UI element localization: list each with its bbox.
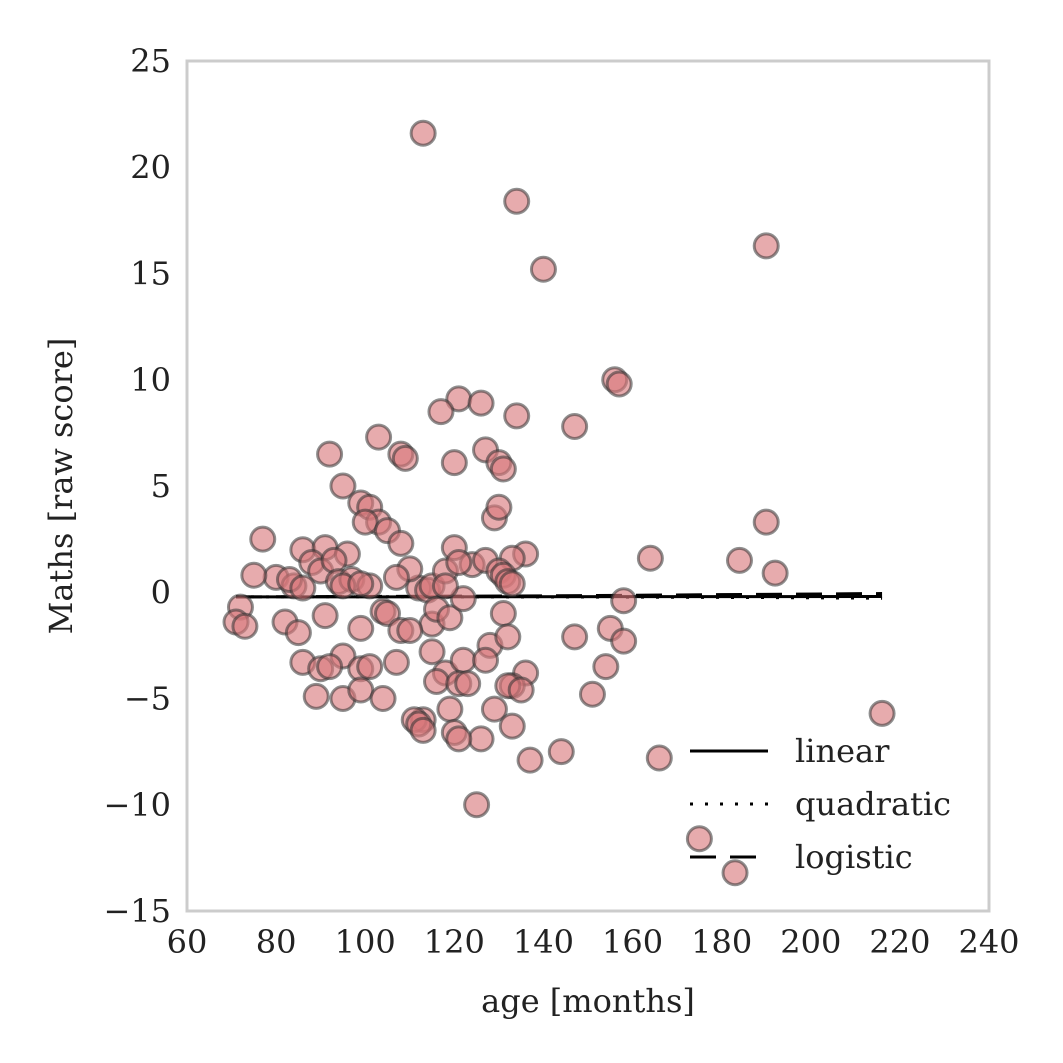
- scatter-point: [351, 508, 379, 536]
- scatter-point: [547, 738, 575, 766]
- legend-label-logistic: logistic: [795, 838, 913, 876]
- scatter-point: [436, 604, 464, 632]
- scatter-point: [529, 255, 557, 283]
- scatter-point: [498, 712, 526, 740]
- x-axis-ticks: 60 80 100 120 140 160 180 200 220 240: [167, 923, 1020, 961]
- scatter-point: [423, 668, 451, 695]
- scatter-point: [382, 648, 410, 676]
- scatter-point: [721, 859, 749, 887]
- scatter-point: [725, 546, 753, 574]
- y-tick-label: 15: [130, 255, 171, 293]
- scatter-point: [485, 493, 513, 521]
- scatter-point: [347, 676, 375, 704]
- scatter-point: [289, 574, 317, 602]
- y-tick-label: 0: [151, 573, 171, 611]
- scatter-point: [578, 680, 606, 708]
- scatter-point: [503, 402, 531, 430]
- scatter-point: [605, 370, 633, 398]
- scatter-point: [561, 623, 589, 651]
- scatter-point: [507, 676, 535, 704]
- scatter-point: [463, 791, 491, 819]
- scatter-point: [409, 716, 437, 744]
- scatter-point: [503, 187, 531, 215]
- y-tick-label: 10: [130, 361, 171, 399]
- y-tick-label: 25: [130, 42, 171, 80]
- scatter-point: [436, 695, 464, 723]
- scatter-point: [445, 725, 473, 753]
- plot-frame: [185, 59, 991, 913]
- scatter-point: [440, 449, 468, 477]
- y-tick-label: −10: [103, 786, 171, 824]
- scatter-point: [454, 670, 482, 698]
- legend-label-quadratic: quadratic: [795, 785, 951, 823]
- scatter-point: [365, 423, 393, 451]
- x-tick-label: 100: [335, 923, 396, 961]
- scatter-point: [868, 699, 896, 727]
- scatter-point: [761, 559, 789, 587]
- x-tick-label: 120: [424, 923, 485, 961]
- scatter-point: [592, 653, 620, 681]
- scatter-point: [391, 444, 419, 472]
- x-tick-label: 220: [869, 923, 930, 961]
- scatter-point: [498, 570, 526, 598]
- scatter-point: [645, 744, 673, 772]
- scatter-point: [316, 440, 344, 468]
- scatter-point: [610, 627, 638, 655]
- scatter-point: [302, 682, 330, 710]
- scatter-point: [329, 472, 357, 500]
- scatter-point: [284, 619, 312, 647]
- x-tick-label: 180: [691, 923, 752, 961]
- scatter-point: [409, 119, 437, 147]
- scatter-point: [494, 623, 522, 651]
- x-tick-label: 140: [513, 923, 574, 961]
- scatter-point: [685, 825, 713, 853]
- y-tick-label: 5: [151, 467, 171, 505]
- scatter-point: [489, 600, 517, 627]
- scatter-point: [396, 617, 424, 644]
- scatter-point: [356, 653, 384, 681]
- scatter-point: [489, 455, 517, 483]
- scatter-point: [516, 746, 544, 774]
- x-tick-label: 60: [167, 923, 208, 961]
- scatter-point: [480, 695, 508, 723]
- scatter-point: [467, 389, 495, 417]
- scatter-point: [449, 646, 477, 674]
- scatter-point: [467, 725, 495, 753]
- scatter-point: [472, 646, 500, 674]
- y-axis-ticks: −15 −10 −5 0 5 10 15 20 25: [103, 42, 171, 930]
- y-tick-label: 20: [130, 148, 171, 186]
- scatter-point: [752, 508, 780, 536]
- x-tick-label: 240: [958, 923, 1019, 961]
- scatter-point: [369, 685, 397, 712]
- scatter-point: [347, 614, 375, 642]
- y-tick-label: −5: [124, 680, 171, 718]
- data-points: [222, 119, 896, 887]
- scatter-point: [418, 638, 446, 666]
- scatter-point: [231, 612, 259, 640]
- scatter-point: [311, 602, 339, 630]
- scatter-point: [610, 587, 638, 615]
- legend: linear quadratic logistic: [690, 732, 951, 876]
- x-tick-label: 160: [602, 923, 663, 961]
- scatter-point: [431, 572, 459, 600]
- scatter-point: [561, 413, 589, 440]
- scatter-point: [249, 525, 277, 553]
- x-tick-label: 80: [256, 923, 297, 961]
- x-tick-label: 200: [780, 923, 841, 961]
- scatter-point: [427, 398, 455, 426]
- y-axis-label: Maths [raw score]: [42, 338, 80, 635]
- scatter-point: [382, 563, 410, 591]
- y-tick-label: −15: [103, 892, 171, 930]
- scatter-point: [449, 585, 477, 613]
- scatter-point: [636, 544, 664, 572]
- scatter-point: [316, 653, 344, 681]
- scatter-point: [240, 561, 268, 589]
- scatter-point: [445, 549, 473, 576]
- x-axis-label: age [months]: [481, 982, 695, 1020]
- scatter-point: [387, 529, 415, 557]
- legend-label-linear: linear: [795, 732, 890, 770]
- scatter-point: [347, 570, 375, 598]
- scatter-point: [752, 232, 780, 260]
